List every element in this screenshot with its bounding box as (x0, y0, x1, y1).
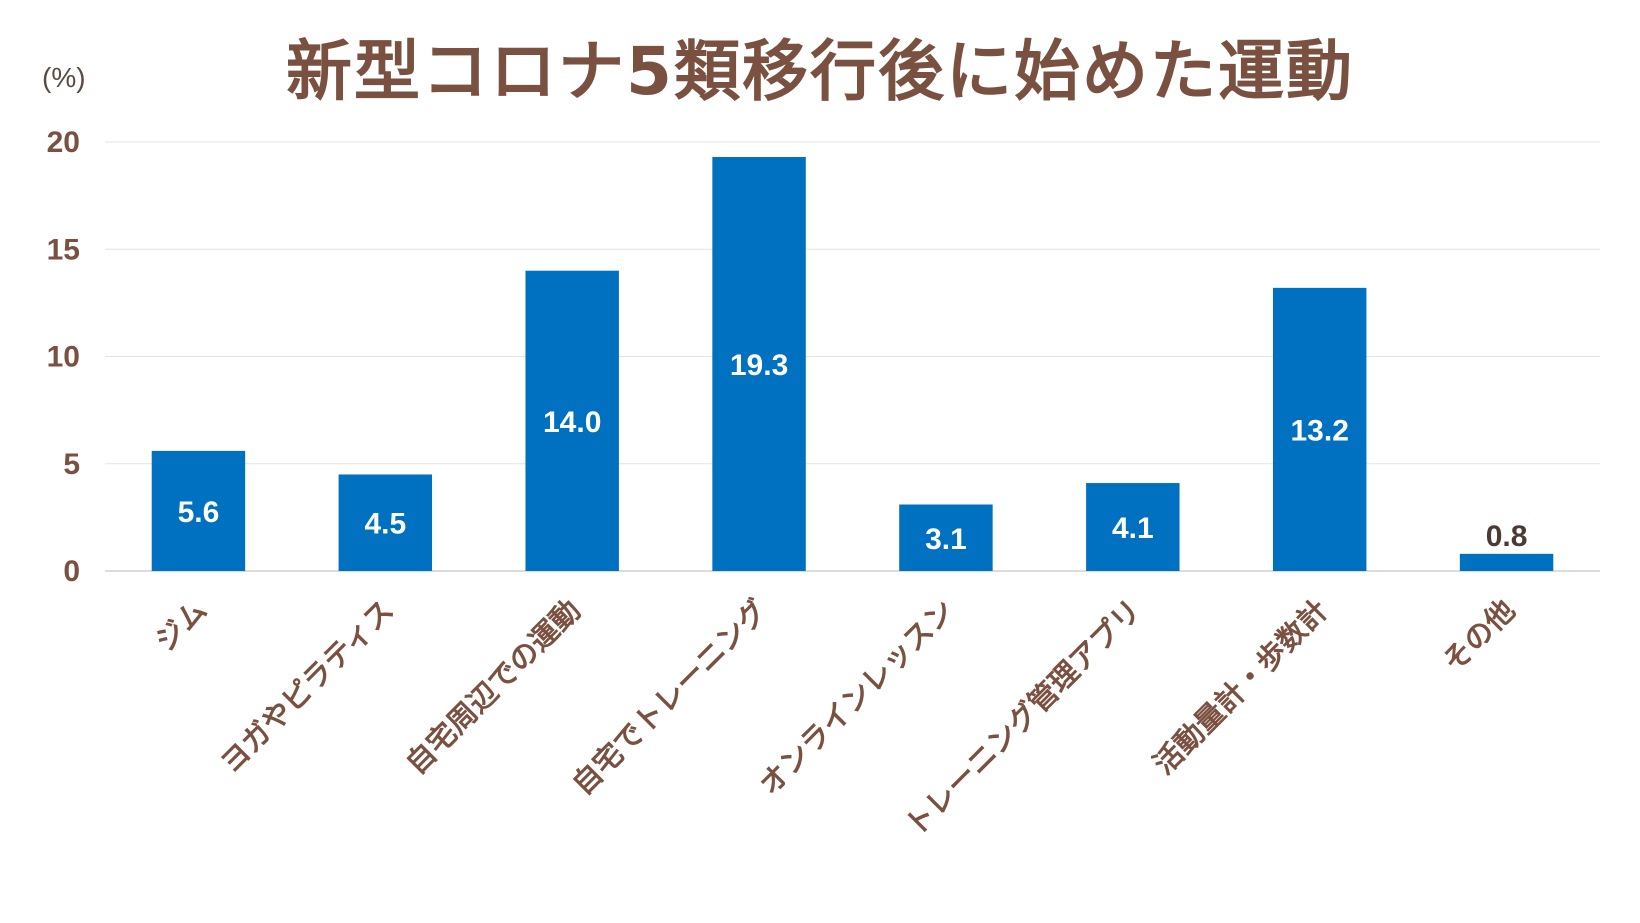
bar (1459, 553, 1554, 571)
bar (525, 270, 619, 571)
y-tick-label: 0 (63, 555, 80, 588)
bar (899, 504, 993, 571)
data-label: 19.3 (730, 349, 788, 382)
data-label: 3.1 (925, 523, 967, 556)
data-label: 4.5 (364, 508, 406, 541)
chart-title: 新型コロナ5類移行後に始めた運動 (286, 33, 1354, 110)
data-label: 4.1 (1112, 512, 1154, 545)
bar (1272, 287, 1367, 571)
y-tick-label: 10 (47, 341, 80, 374)
data-label: 13.2 (1290, 414, 1348, 447)
x-tick-label: ジム (148, 593, 213, 658)
y-tick-label: 20 (47, 126, 80, 159)
data-label: 5.6 (178, 496, 220, 529)
y-tick-label: 5 (63, 448, 80, 481)
y-axis-unit-label: (%) (42, 62, 86, 93)
x-tick-label: ヨガやピラティス (213, 593, 400, 780)
data-label: 14.0 (543, 406, 601, 439)
y-tick-label: 15 (47, 233, 80, 266)
bar (1086, 483, 1180, 571)
x-tick-label: 活動量計・歩数計 (1147, 593, 1335, 781)
x-tick-label: 自宅周辺での運動 (399, 593, 587, 781)
bar (151, 450, 246, 571)
x-tick-label: その他 (1436, 593, 1522, 679)
data-label: 0.8 (1486, 520, 1528, 553)
x-tick-label: オンラインレッスン (752, 593, 961, 802)
x-tick-label: 自宅でトレーニング (565, 593, 774, 802)
bar (338, 474, 433, 571)
bar (712, 157, 806, 571)
